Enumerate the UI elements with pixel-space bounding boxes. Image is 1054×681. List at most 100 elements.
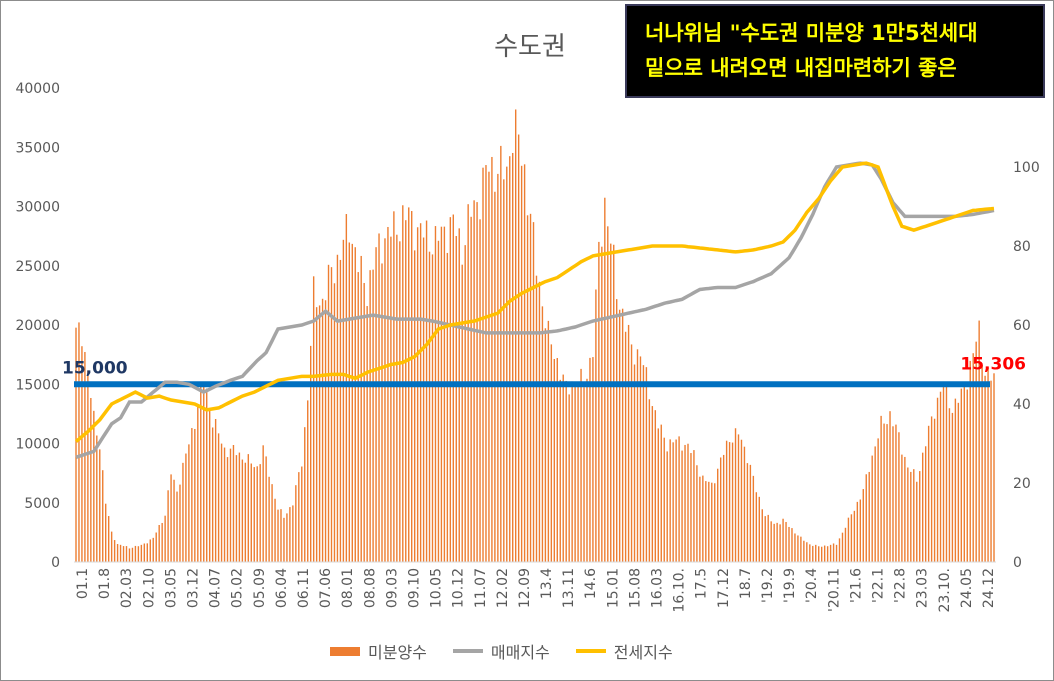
unsold-bar	[785, 521, 787, 562]
unsold-bar	[485, 165, 487, 563]
legend-swatch-sale-index	[452, 649, 483, 653]
unsold-bar	[87, 370, 89, 562]
unsold-bar	[470, 216, 472, 562]
right-axis-tick-label: 0	[1013, 555, 1022, 571]
unsold-bar	[538, 281, 541, 562]
unsold-bar	[354, 247, 356, 562]
unsold-bar	[443, 226, 446, 562]
unsold-bar	[206, 388, 208, 562]
unsold-bar	[176, 491, 178, 562]
unsold-bar	[158, 525, 160, 562]
unsold-bar	[232, 445, 235, 562]
unsold-bar	[342, 239, 345, 562]
legend-label-sale-index: 매매지수	[490, 643, 550, 662]
unsold-bar	[503, 179, 505, 562]
unsold-bar	[939, 391, 942, 562]
unsold-bar	[378, 233, 380, 562]
unsold-bar	[645, 367, 648, 562]
unsold-bar	[711, 482, 713, 562]
x-axis-tick-label: 05.02	[230, 568, 246, 608]
unsold-bar	[663, 437, 665, 562]
unsold-bar	[586, 378, 588, 562]
unsold-bar	[666, 451, 668, 562]
unsold-bar	[107, 516, 110, 562]
x-axis-tick-label: 23.10.	[937, 568, 953, 613]
unsold-bar	[580, 368, 582, 562]
x-axis-tick-label: 13.4	[539, 568, 555, 599]
unsold-bar	[687, 443, 689, 562]
unsold-bar	[948, 408, 951, 562]
unsold-bar	[737, 434, 740, 562]
unsold-bar	[731, 442, 734, 562]
unsold-bar	[963, 385, 965, 562]
unsold-bar	[253, 467, 255, 562]
unsold-bar	[627, 324, 630, 562]
unsold-bar	[149, 539, 151, 562]
unsold-bar	[247, 454, 250, 562]
unsold-bar	[167, 490, 169, 562]
unsold-bar	[134, 545, 137, 562]
unsold-bar	[110, 531, 113, 562]
unsold-bar	[642, 365, 645, 562]
unsold-bar	[301, 466, 303, 562]
annotation-callout: 너나위님 "수도권 미분양 1만5천세대 밑으로 내려오면 내집마련하기 좋은	[625, 4, 1045, 98]
unsold-bar	[170, 474, 172, 562]
unsold-bar	[812, 545, 814, 562]
unsold-bar	[895, 424, 897, 562]
unsold-bar	[951, 412, 954, 562]
unsold-bar	[957, 402, 960, 562]
right-y-axis: 0 20 40 60 80 100	[1013, 160, 1040, 571]
unsold-bar	[345, 214, 348, 562]
unsold-bar	[553, 358, 556, 562]
unsold-bar	[446, 252, 449, 562]
unsold-bar	[327, 264, 330, 562]
unsold-bar	[298, 472, 300, 562]
unsold-bar	[363, 282, 365, 562]
unsold-bar	[975, 341, 977, 562]
x-axis-tick-label: 12.09	[517, 568, 533, 608]
unsold-bar	[719, 457, 722, 562]
unsold-bar	[280, 509, 282, 562]
x-axis-tick-label: 06.11	[296, 568, 312, 608]
unsold-bar	[458, 228, 460, 562]
unsold-bar	[562, 374, 564, 562]
x-axis-tick-label: 07.06	[318, 568, 334, 608]
x-axis-tick-label: 03.12	[185, 568, 201, 608]
legend-label-jeonse-index: 전세지수	[613, 643, 673, 662]
unsold-bar	[348, 242, 351, 563]
unsold-bar	[933, 418, 936, 562]
unsold-bar	[434, 226, 437, 563]
unsold-bar	[829, 544, 832, 562]
unsold-bar	[105, 503, 107, 562]
x-axis-tick-label: 10.05	[429, 568, 445, 608]
unsold-bar	[125, 546, 128, 562]
unsold-bar	[416, 227, 419, 562]
unsold-bar	[482, 167, 484, 563]
bar-series-group	[75, 109, 995, 563]
x-axis-tick-label: 15.08	[627, 568, 643, 608]
unsold-bar	[696, 465, 698, 562]
chart-title: 수도권	[494, 32, 566, 62]
x-axis-tick-label: 03.05	[163, 568, 179, 608]
unsold-bar	[544, 328, 547, 562]
unsold-bar	[913, 469, 915, 562]
unsold-bar	[203, 382, 205, 562]
unsold-bar	[235, 455, 238, 562]
unsold-bar	[924, 446, 927, 562]
callout-line-2: 밑으로 내려오면 내집마련하기 좋은	[645, 56, 957, 80]
unsold-bar	[728, 442, 731, 562]
unsold-bar	[770, 521, 772, 562]
left-axis-tick-label: 40000	[15, 81, 60, 97]
left-axis-tick-label: 0	[51, 555, 60, 571]
unsold-bar	[532, 222, 535, 562]
right-axis-tick-label: 40	[1013, 397, 1031, 413]
unsold-bar	[764, 516, 766, 562]
unsold-bar	[681, 450, 683, 562]
legend-item-unsold: 미분양수	[330, 639, 427, 663]
unsold-bar	[321, 298, 324, 562]
unsold-bar	[624, 331, 627, 562]
legend: 미분양수 매매지수 전세지수	[330, 640, 699, 662]
unsold-bar	[336, 254, 339, 562]
unsold-bar	[152, 537, 154, 562]
x-axis-tick-label: 18.7	[738, 568, 754, 599]
